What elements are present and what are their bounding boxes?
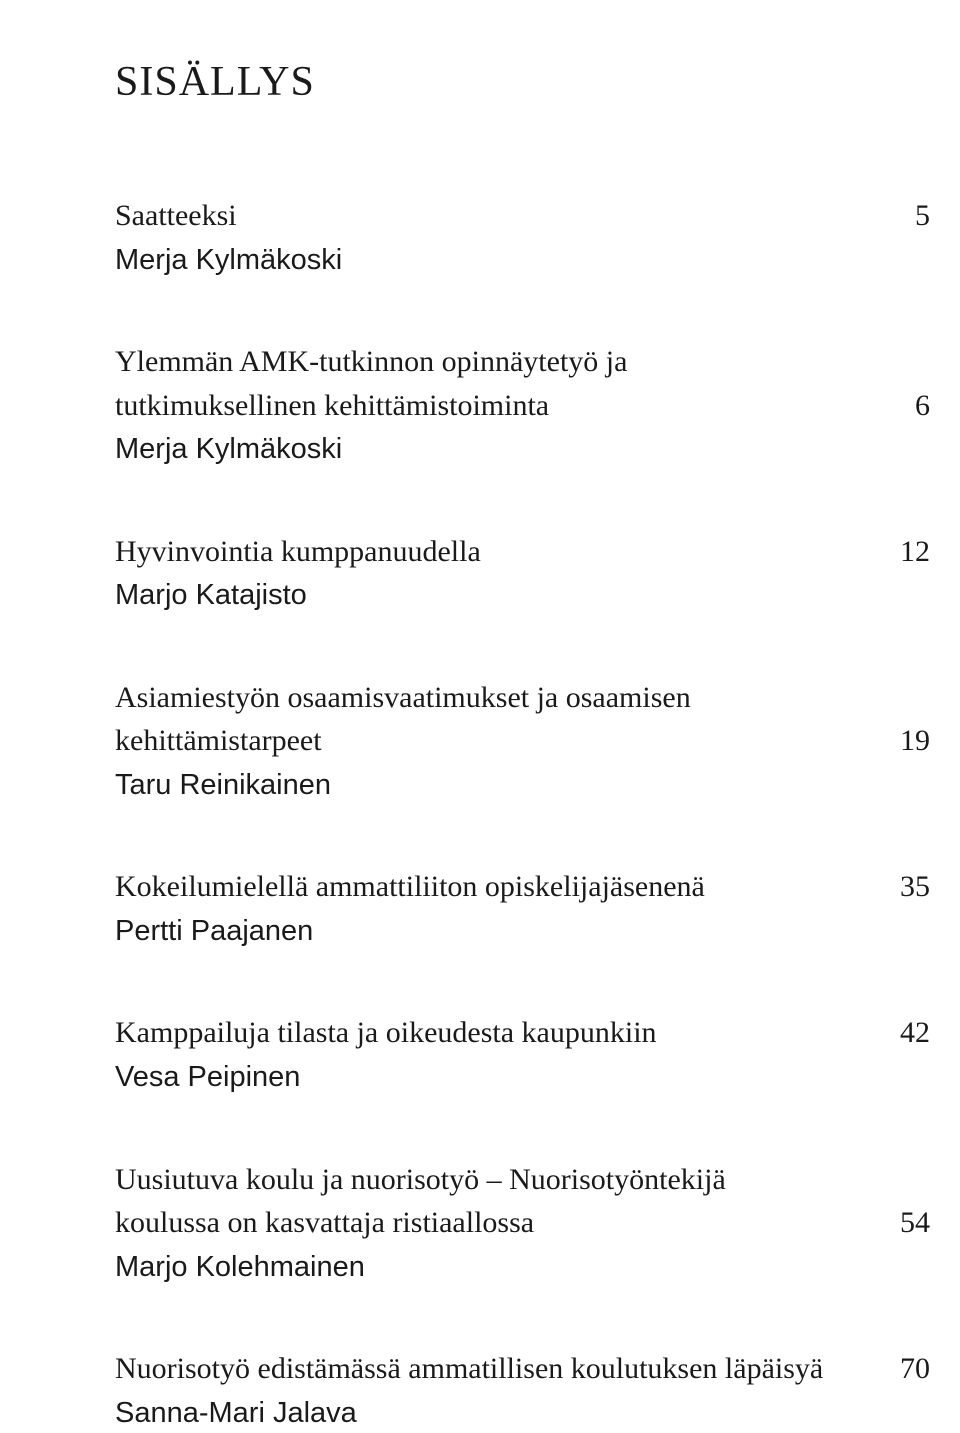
toc-author: Marjo Katajisto [115, 575, 930, 616]
toc-title-line: Uusiutuva koulu ja nuorisotyö – Nuorisot… [115, 1158, 930, 1202]
toc-entry: Asiamiestyön osaamisvaatimukset ja osaam… [115, 676, 930, 806]
toc-page-number: 5 [880, 194, 930, 238]
toc-author: Vesa Peipinen [115, 1057, 930, 1098]
toc-title-line: tutkimuksellinen kehittämistoiminta [115, 384, 880, 428]
toc-title-line: Hyvinvointia kumppanuudella [115, 530, 880, 574]
toc-entry: Nuorisotyö edistämässä ammatillisen koul… [115, 1347, 930, 1433]
toc-author: Sanna-Mari Jalava [115, 1393, 930, 1433]
toc-page-number: 35 [880, 865, 930, 909]
toc-title-line: Nuorisotyö edistämässä ammatillisen koul… [115, 1347, 880, 1391]
toc-row: Kamppailuja tilasta ja oikeudesta kaupun… [115, 1011, 930, 1055]
toc-title-line: Ylemmän AMK-tutkinnon opinnäytetyö ja [115, 340, 930, 384]
toc-title-line: Kokeilumielellä ammattiliiton opiskelija… [115, 865, 880, 909]
toc-page-number: 6 [880, 384, 930, 428]
toc-title-line: Kamppailuja tilasta ja oikeudesta kaupun… [115, 1011, 880, 1055]
toc-row: tutkimuksellinen kehittämistoiminta6 [115, 384, 930, 428]
toc-row: Ylemmän AMK-tutkinnon opinnäytetyö ja [115, 340, 930, 384]
toc-row: Kokeilumielellä ammattiliiton opiskelija… [115, 865, 930, 909]
toc-row: Hyvinvointia kumppanuudella12 [115, 530, 930, 574]
toc-entry: Hyvinvointia kumppanuudella12Marjo Kataj… [115, 530, 930, 616]
toc-row: Uusiutuva koulu ja nuorisotyö – Nuorisot… [115, 1158, 930, 1202]
toc-row: Asiamiestyön osaamisvaatimukset ja osaam… [115, 676, 930, 720]
toc-entry: Uusiutuva koulu ja nuorisotyö – Nuorisot… [115, 1158, 930, 1288]
toc-page-number: 19 [880, 719, 930, 763]
toc-page-number: 42 [880, 1011, 930, 1055]
toc-title-line: Asiamiestyön osaamisvaatimukset ja osaam… [115, 676, 930, 720]
toc-page-number: 70 [880, 1347, 930, 1391]
page-title: SISÄLLYS [115, 58, 930, 106]
toc-author: Marjo Kolehmainen [115, 1247, 930, 1288]
toc-page-number: 12 [880, 530, 930, 574]
toc-title-line: kehittämistarpeet [115, 719, 880, 763]
toc-entry: Kokeilumielellä ammattiliiton opiskelija… [115, 865, 930, 951]
toc-author: Merja Kylmäkoski [115, 240, 930, 281]
toc-page-number: 54 [880, 1201, 930, 1245]
toc-title-line: koulussa on kasvattaja ristiaallossa [115, 1201, 880, 1245]
toc-title-line: Saatteeksi [115, 194, 880, 238]
toc-entry: Ylemmän AMK-tutkinnon opinnäytetyö jatut… [115, 340, 930, 470]
toc-row: kehittämistarpeet19 [115, 719, 930, 763]
toc-author: Pertti Paajanen [115, 911, 930, 952]
toc-list: Saatteeksi5Merja KylmäkoskiYlemmän AMK-t… [115, 194, 930, 1433]
toc-author: Taru Reinikainen [115, 765, 930, 806]
toc-row: Saatteeksi5 [115, 194, 930, 238]
toc-entry: Saatteeksi5Merja Kylmäkoski [115, 194, 930, 280]
toc-entry: Kamppailuja tilasta ja oikeudesta kaupun… [115, 1011, 930, 1097]
toc-row: koulussa on kasvattaja ristiaallossa54 [115, 1201, 930, 1245]
toc-row: Nuorisotyö edistämässä ammatillisen koul… [115, 1347, 930, 1391]
toc-author: Merja Kylmäkoski [115, 429, 930, 470]
